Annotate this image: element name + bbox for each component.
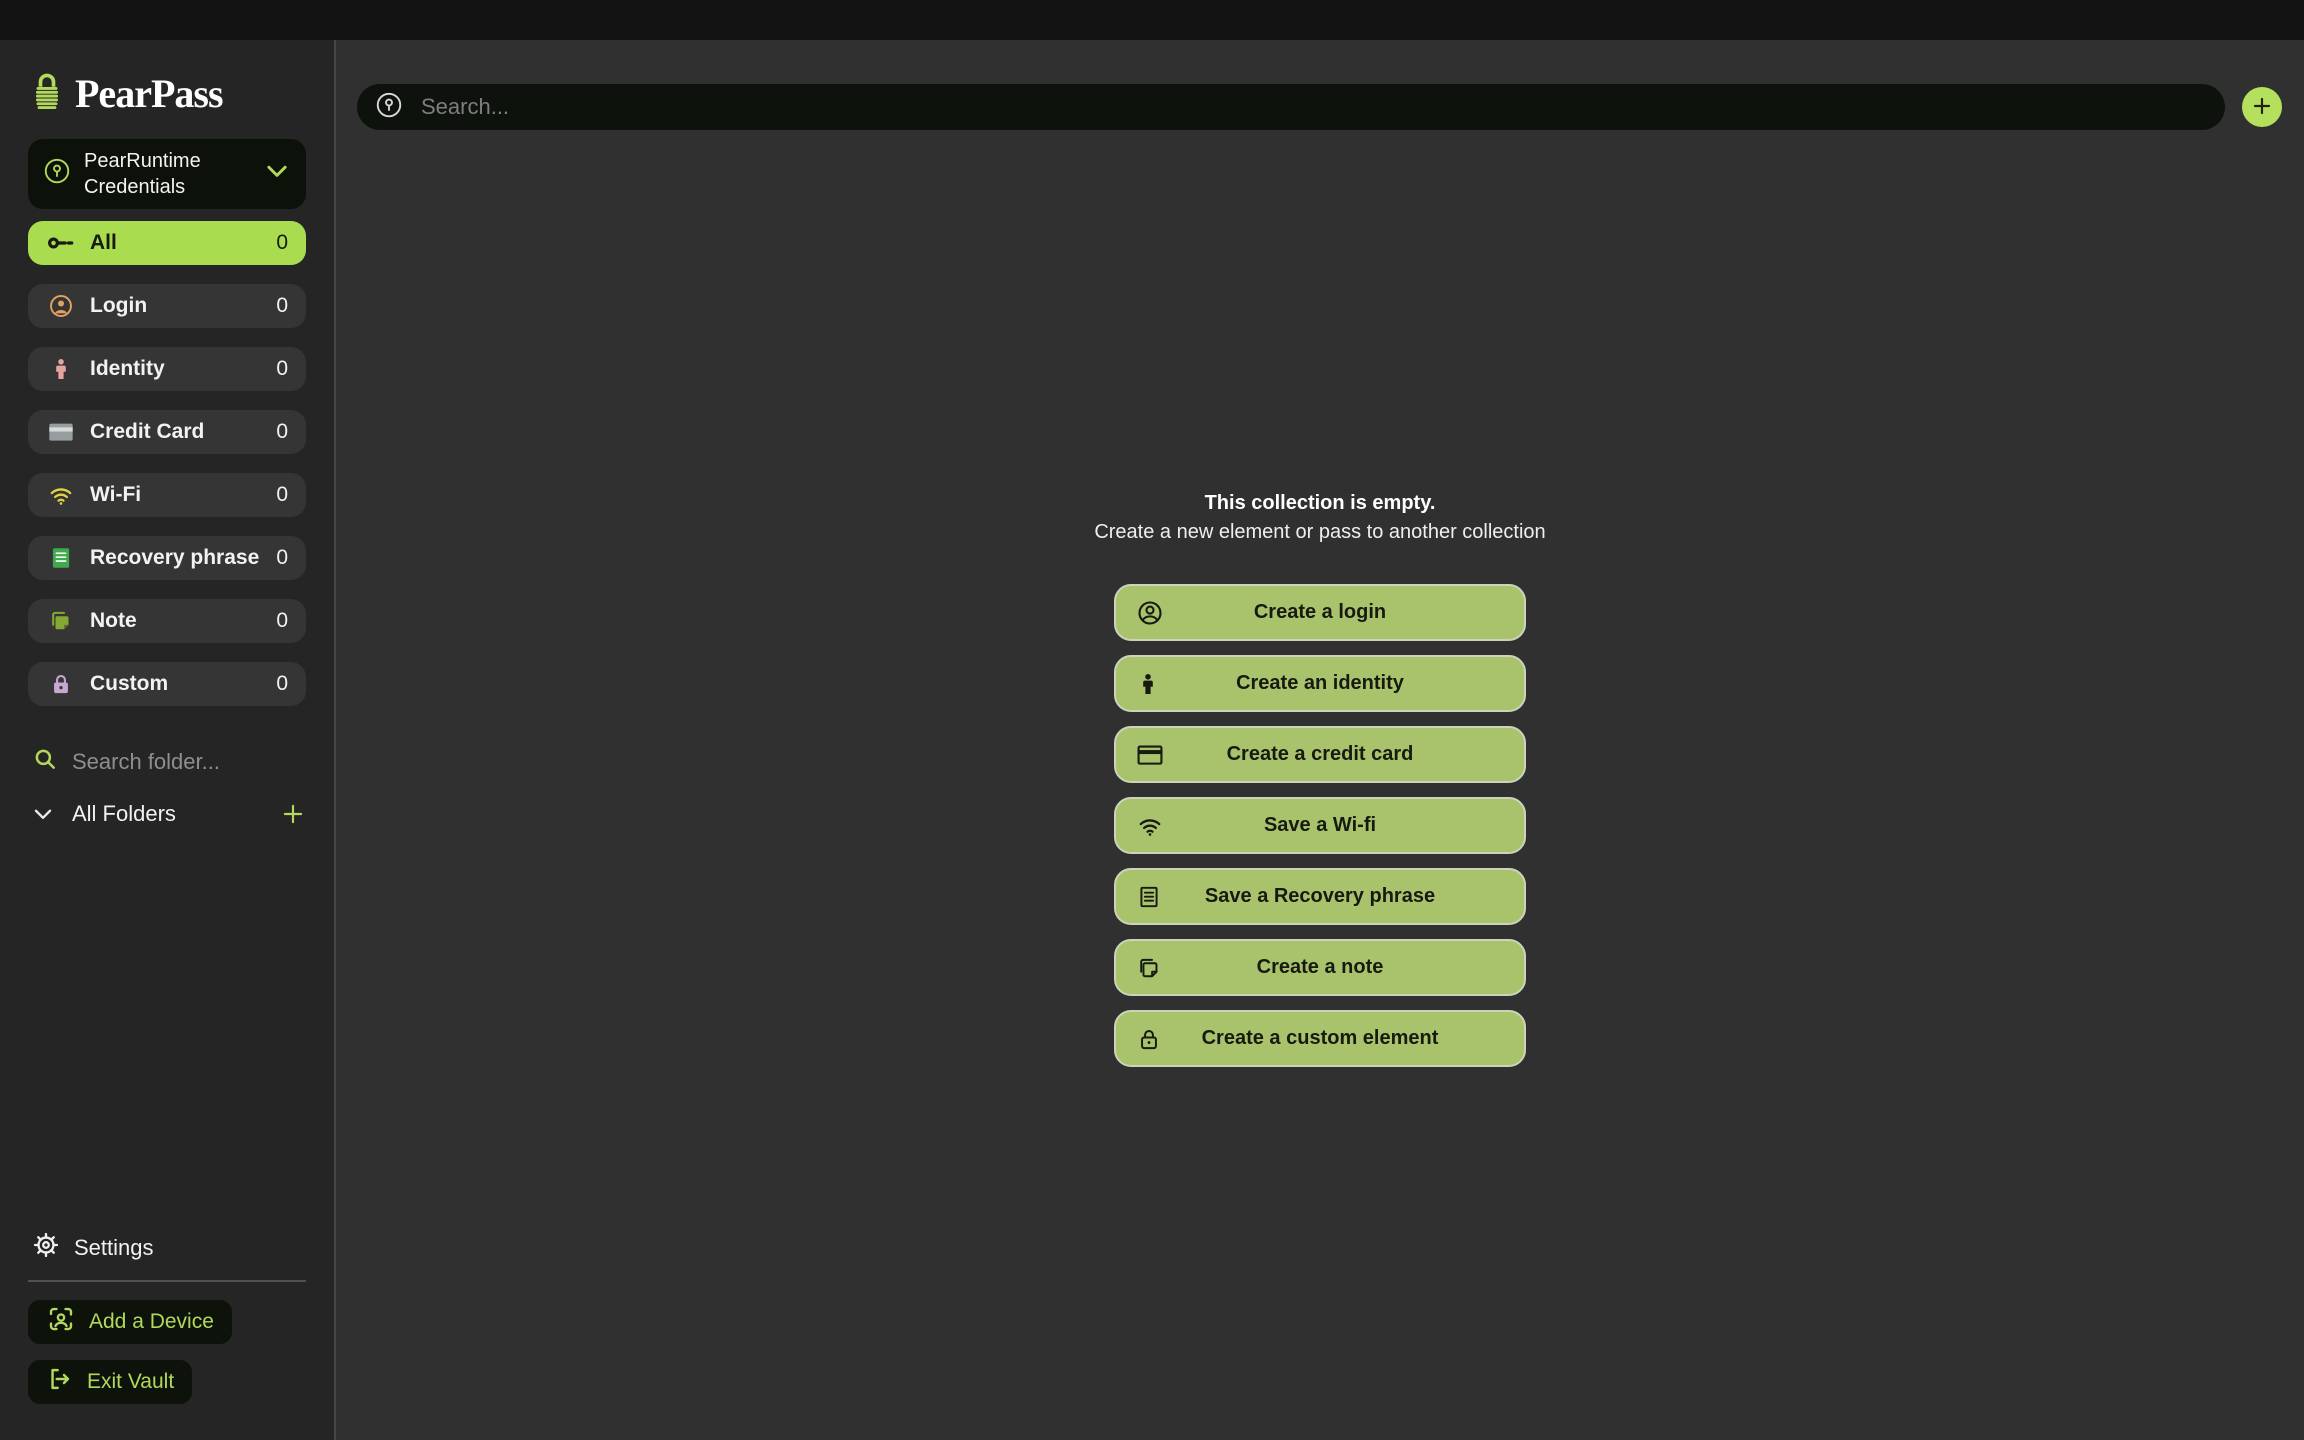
- window-titlebar: [0, 0, 2304, 40]
- exit-icon: [46, 1365, 74, 1399]
- add-device-button[interactable]: Add a Device: [28, 1300, 232, 1344]
- sidebar-item-wifi[interactable]: Wi-Fi 0: [28, 473, 306, 517]
- search-input[interactable]: [419, 93, 2208, 121]
- search-icon: [32, 746, 58, 777]
- person-icon: [46, 357, 76, 381]
- recovery-document-icon: [1136, 884, 1162, 910]
- category-label: All: [90, 231, 117, 254]
- scan-person-icon: [46, 1304, 76, 1340]
- avatar-circle-icon: [1136, 599, 1164, 627]
- category-label: Wi-Fi: [90, 483, 142, 506]
- app-title: PearPass: [75, 71, 224, 116]
- empty-state-subtitle: Create a new element or pass to another …: [1094, 521, 1546, 543]
- category-label: Recovery phrase: [90, 546, 260, 569]
- category-count: 0: [276, 294, 288, 317]
- search-bar[interactable]: [357, 84, 2225, 130]
- exit-vault-label: Exit Vault: [87, 1370, 175, 1393]
- category-label: Custom: [90, 672, 169, 695]
- app-window: PearPass PearRuntime Credentials: [0, 40, 2304, 1440]
- sidebar: PearPass PearRuntime Credentials: [0, 40, 336, 1440]
- keyhole-circle-icon: [42, 156, 72, 192]
- category-count: 0: [276, 420, 288, 443]
- exit-vault-button[interactable]: Exit Vault: [28, 1360, 193, 1404]
- plus-icon: [2249, 93, 2275, 122]
- sidebar-item-login[interactable]: Login 0: [28, 284, 306, 328]
- folder-search: [32, 746, 306, 777]
- recovery-document-icon: [46, 545, 76, 571]
- sidebar-item-custom[interactable]: Custom 0: [28, 662, 306, 706]
- category-label: Identity: [90, 357, 165, 380]
- category-count: 0: [276, 546, 288, 569]
- create-custom-element-button[interactable]: Create a custom element: [1114, 1010, 1526, 1067]
- sidebar-item-all[interactable]: All 0: [28, 221, 306, 265]
- action-label: Create a credit card: [1226, 743, 1414, 765]
- category-count: 0: [276, 483, 288, 506]
- save-wifi-button[interactable]: Save a Wi-fi: [1114, 797, 1526, 854]
- credit-card-icon: [1136, 742, 1164, 768]
- category-count: 0: [276, 231, 288, 254]
- lock-icon: [1136, 1026, 1162, 1052]
- chevron-down-icon: [262, 156, 292, 192]
- add-device-label: Add a Device: [89, 1310, 214, 1333]
- vault-name: PearRuntime Credentials: [84, 150, 201, 198]
- category-label: Note: [90, 609, 137, 632]
- sidebar-item-recovery-phrase[interactable]: Recovery phrase 0: [28, 536, 306, 580]
- sidebar-item-credit-card[interactable]: Credit Card 0: [28, 410, 306, 454]
- app-logo: PearPass: [30, 70, 306, 117]
- avatar-circle-icon: [46, 293, 76, 319]
- wifi-icon: [46, 482, 76, 508]
- all-folders-row: All Folders: [30, 801, 306, 827]
- chevron-down-icon[interactable]: [30, 801, 56, 827]
- save-recovery-phrase-button[interactable]: Save a Recovery phrase: [1114, 868, 1526, 925]
- settings-button[interactable]: Settings: [32, 1231, 306, 1264]
- create-actions: Create a login Create an identity: [1114, 584, 1526, 1067]
- credit-card-icon: [46, 419, 76, 445]
- category-label: Login: [90, 294, 148, 317]
- action-label: Create a custom element: [1201, 1027, 1439, 1049]
- action-label: Create an identity: [1236, 672, 1404, 694]
- category-count: 0: [276, 357, 288, 380]
- keyhole-circle-icon: [374, 90, 404, 125]
- create-login-button[interactable]: Create a login: [1114, 584, 1526, 641]
- category-count: 0: [276, 672, 288, 695]
- empty-state-title: This collection is empty.: [1204, 492, 1436, 514]
- category-label: Credit Card: [90, 420, 205, 443]
- note-icon: [46, 608, 76, 634]
- settings-label: Settings: [74, 1234, 154, 1260]
- sidebar-item-note[interactable]: Note 0: [28, 599, 306, 643]
- category-list: All 0 Login 0: [28, 221, 306, 706]
- main-panel: This collection is empty. Create a new e…: [336, 40, 2304, 1440]
- folder-search-input[interactable]: [70, 747, 280, 776]
- add-folder-button[interactable]: [280, 801, 306, 827]
- action-label: Save a Recovery phrase: [1204, 885, 1436, 907]
- action-label: Create a login: [1253, 601, 1387, 623]
- action-label: Save a Wi-fi: [1263, 814, 1377, 836]
- sidebar-item-identity[interactable]: Identity 0: [28, 347, 306, 391]
- category-count: 0: [276, 609, 288, 632]
- create-note-button[interactable]: Create a note: [1114, 939, 1526, 996]
- add-item-button[interactable]: [2242, 87, 2282, 127]
- gear-icon: [32, 1231, 60, 1264]
- key-icon: [46, 230, 76, 256]
- lock-icon: [46, 671, 76, 697]
- empty-state: This collection is empty. Create a new e…: [336, 492, 2304, 1067]
- create-identity-button[interactable]: Create an identity: [1114, 655, 1526, 712]
- search-row: [336, 40, 2304, 130]
- create-credit-card-button[interactable]: Create a credit card: [1114, 726, 1526, 783]
- person-icon: [1136, 672, 1160, 696]
- sidebar-divider: [28, 1280, 306, 1282]
- vault-selector[interactable]: PearRuntime Credentials: [28, 139, 306, 209]
- wifi-icon: [1136, 813, 1164, 839]
- note-icon: [1136, 955, 1162, 981]
- action-label: Create a note: [1256, 956, 1384, 978]
- all-folders-label[interactable]: All Folders: [72, 801, 176, 826]
- logo-lock-icon: [30, 71, 64, 116]
